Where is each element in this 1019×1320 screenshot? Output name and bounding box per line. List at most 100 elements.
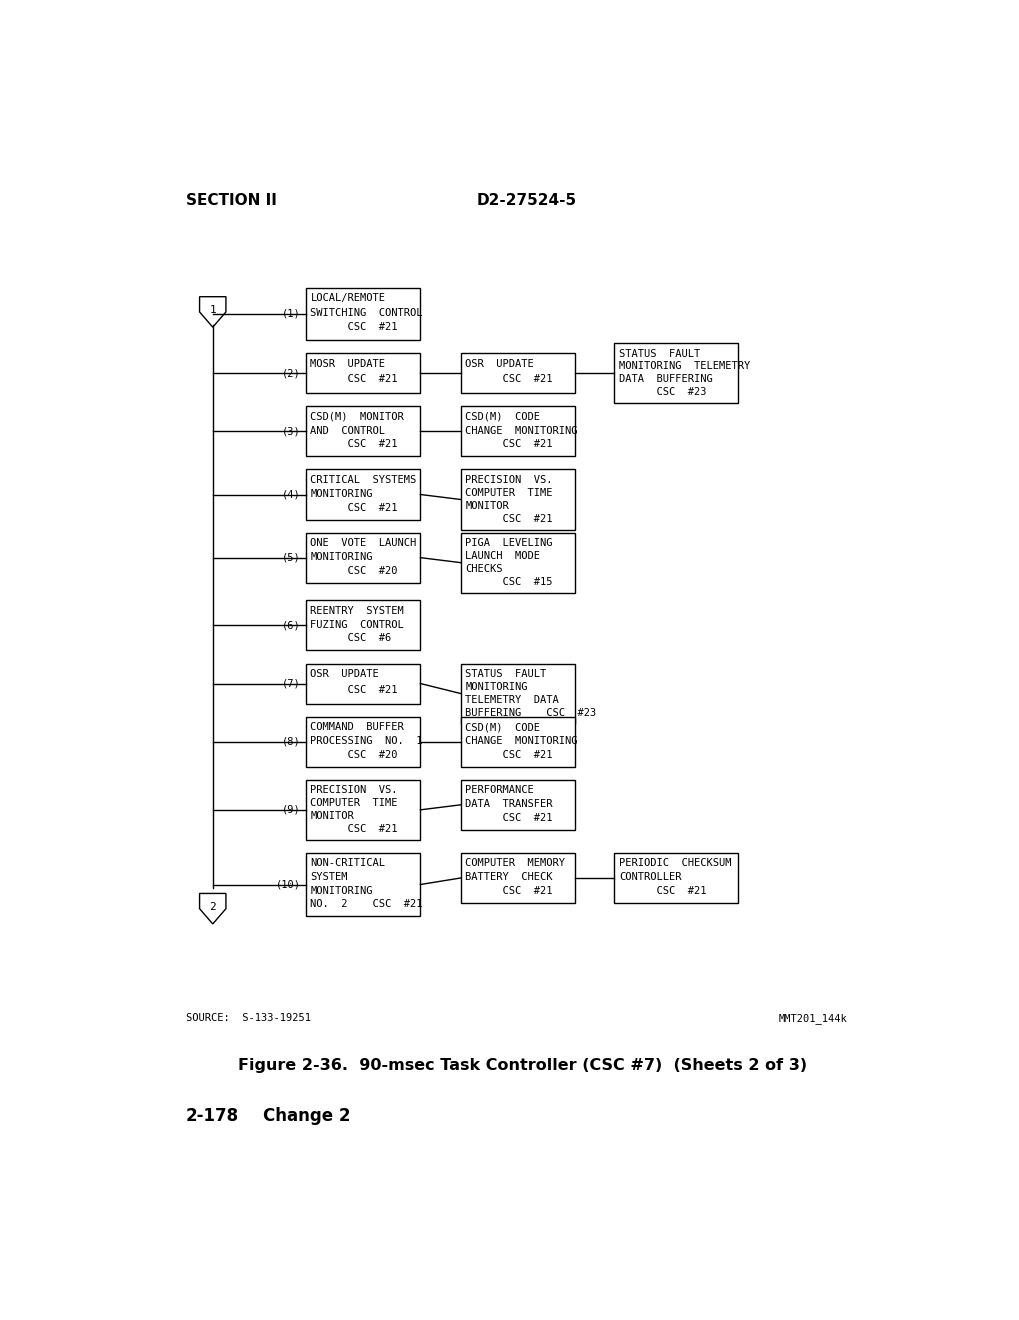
Bar xyxy=(461,470,575,529)
Text: PERIODIC  CHECKSUM: PERIODIC CHECKSUM xyxy=(619,858,731,869)
Text: CONTROLLER: CONTROLLER xyxy=(619,873,681,882)
Text: COMPUTER  TIME: COMPUTER TIME xyxy=(310,799,397,808)
Bar xyxy=(461,717,575,767)
Text: (10): (10) xyxy=(276,879,301,890)
Text: MONITOR: MONITOR xyxy=(465,500,508,511)
Text: CSC  #21: CSC #21 xyxy=(310,440,397,449)
Text: CSC  #21: CSC #21 xyxy=(310,685,397,694)
Text: STATUS  FAULT: STATUS FAULT xyxy=(619,348,699,359)
Text: CHANGE  MONITORING: CHANGE MONITORING xyxy=(465,425,578,436)
Text: PRECISION  VS.: PRECISION VS. xyxy=(310,785,397,795)
Polygon shape xyxy=(200,894,225,924)
Bar xyxy=(613,343,738,404)
Text: ONE  VOTE  LAUNCH: ONE VOTE LAUNCH xyxy=(310,539,416,548)
Text: LAUNCH  MODE: LAUNCH MODE xyxy=(465,550,540,561)
Text: Figure 2-36.  90-msec Task Controller (CSC #7)  (Sheets 2 of 3): Figure 2-36. 90-msec Task Controller (CS… xyxy=(238,1057,806,1073)
Text: (2): (2) xyxy=(282,368,301,379)
Text: OSR  UPDATE: OSR UPDATE xyxy=(465,359,534,368)
Bar xyxy=(306,288,420,341)
Text: CHANGE  MONITORING: CHANGE MONITORING xyxy=(465,737,578,746)
Text: MONITORING: MONITORING xyxy=(310,886,373,896)
Text: DATA  TRANSFER: DATA TRANSFER xyxy=(465,799,552,809)
Text: MONITORING: MONITORING xyxy=(310,552,373,562)
Polygon shape xyxy=(200,297,225,327)
Text: CSC  #21: CSC #21 xyxy=(310,375,397,384)
Text: CSC  #21: CSC #21 xyxy=(465,440,552,449)
Text: Change 2: Change 2 xyxy=(263,1107,351,1125)
Text: CSC  #21: CSC #21 xyxy=(465,750,552,760)
Text: (5): (5) xyxy=(282,553,301,562)
Bar xyxy=(461,664,575,723)
Text: AND  CONTROL: AND CONTROL xyxy=(310,425,385,436)
Text: CSC  #20: CSC #20 xyxy=(310,750,397,760)
Bar xyxy=(461,407,575,457)
Bar xyxy=(461,853,575,903)
Text: CSD(M)  CODE: CSD(M) CODE xyxy=(465,412,540,421)
Text: 2-178: 2-178 xyxy=(185,1107,238,1125)
Text: BUFFERING    CSC  #23: BUFFERING CSC #23 xyxy=(465,708,596,718)
Text: CSC  #6: CSC #6 xyxy=(310,634,391,643)
Bar xyxy=(306,780,420,840)
Text: MOSR  UPDATE: MOSR UPDATE xyxy=(310,359,385,368)
Text: (3): (3) xyxy=(282,426,301,437)
Text: (6): (6) xyxy=(282,620,301,631)
Text: CSC  #21: CSC #21 xyxy=(310,824,397,834)
Text: CSC  #15: CSC #15 xyxy=(465,577,552,586)
Text: NO.  2    CSC  #21: NO. 2 CSC #21 xyxy=(310,899,423,909)
Text: MONITORING: MONITORING xyxy=(310,488,373,499)
Text: MMT201_144k: MMT201_144k xyxy=(777,1014,847,1024)
Bar xyxy=(306,470,420,520)
Text: CSC  #21: CSC #21 xyxy=(619,886,705,896)
Bar xyxy=(306,354,420,393)
Text: CSC  #20: CSC #20 xyxy=(310,566,397,576)
Text: MONITORING  TELEMETRY: MONITORING TELEMETRY xyxy=(619,362,749,371)
Bar xyxy=(306,853,420,916)
Text: CSC  #23: CSC #23 xyxy=(619,387,705,397)
Text: COMPUTER  MEMORY: COMPUTER MEMORY xyxy=(465,858,565,869)
Bar xyxy=(613,853,738,903)
Bar xyxy=(461,354,575,393)
Text: MONITORING: MONITORING xyxy=(465,682,528,692)
Text: CSD(M)  MONITOR: CSD(M) MONITOR xyxy=(310,412,404,421)
Text: D2-27524-5: D2-27524-5 xyxy=(476,193,576,209)
Text: (7): (7) xyxy=(282,678,301,689)
Bar xyxy=(306,407,420,457)
Text: CSC  #21: CSC #21 xyxy=(465,813,552,822)
Text: (4): (4) xyxy=(282,490,301,499)
Text: CRITICAL  SYSTEMS: CRITICAL SYSTEMS xyxy=(310,475,416,484)
Bar xyxy=(306,533,420,582)
Text: (9): (9) xyxy=(282,805,301,814)
Text: 2: 2 xyxy=(209,902,216,912)
Text: PERFORMANCE: PERFORMANCE xyxy=(465,785,534,795)
Bar xyxy=(306,664,420,704)
Text: SYSTEM: SYSTEM xyxy=(310,873,347,882)
Text: PROCESSING  NO.  1: PROCESSING NO. 1 xyxy=(310,737,423,746)
Text: CSC  #21: CSC #21 xyxy=(465,886,552,896)
Text: PRECISION  VS.: PRECISION VS. xyxy=(465,475,552,484)
Text: LOCAL/REMOTE: LOCAL/REMOTE xyxy=(310,293,385,304)
Text: DATA  BUFFERING: DATA BUFFERING xyxy=(619,375,712,384)
Text: CSC  #21: CSC #21 xyxy=(465,375,552,384)
Text: CSC  #21: CSC #21 xyxy=(310,503,397,512)
Text: COMPUTER  TIME: COMPUTER TIME xyxy=(465,488,552,498)
Text: CSC  #21: CSC #21 xyxy=(310,322,397,333)
Text: CHECKS: CHECKS xyxy=(465,564,502,574)
Text: REENTRY  SYSTEM: REENTRY SYSTEM xyxy=(310,606,404,615)
Text: SECTION II: SECTION II xyxy=(185,193,276,209)
Text: (8): (8) xyxy=(282,737,301,747)
Text: SWITCHING  CONTROL: SWITCHING CONTROL xyxy=(310,308,423,318)
Text: SOURCE:  S-133-19251: SOURCE: S-133-19251 xyxy=(185,1014,311,1023)
Text: CSD(M)  CODE: CSD(M) CODE xyxy=(465,722,540,733)
Text: OSR  UPDATE: OSR UPDATE xyxy=(310,669,379,678)
Text: MONITOR: MONITOR xyxy=(310,810,354,821)
Text: CSC  #21: CSC #21 xyxy=(465,513,552,524)
Bar xyxy=(306,717,420,767)
Text: STATUS  FAULT: STATUS FAULT xyxy=(465,669,546,678)
Text: (1): (1) xyxy=(282,309,301,319)
Text: 1: 1 xyxy=(209,305,216,315)
Bar xyxy=(306,601,420,651)
Bar xyxy=(461,780,575,830)
Text: FUZING  CONTROL: FUZING CONTROL xyxy=(310,619,404,630)
Text: NON-CRITICAL: NON-CRITICAL xyxy=(310,858,385,869)
Text: COMMAND  BUFFER: COMMAND BUFFER xyxy=(310,722,404,733)
